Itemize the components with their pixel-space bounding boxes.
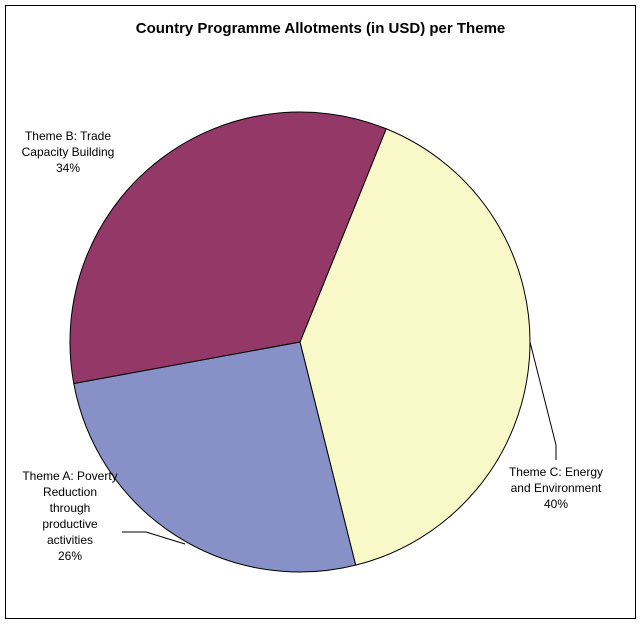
chart-title: Country Programme Allotments (in USD) pe…	[135, 20, 506, 37]
pie-slice-theme-b	[69, 111, 387, 385]
slice-label-theme-a: Theme A: Poverty Reduction through producti…	[22, 469, 117, 563]
slice-label-theme-c-leader	[529, 341, 557, 460]
pie-slice-theme-c	[299, 128, 531, 566]
slice-label-theme-c: Theme C: Energy and Environment 40%	[509, 465, 603, 511]
slice-label-theme-a-leader	[122, 531, 186, 545]
pie-slice-theme-a	[73, 341, 357, 573]
slice-label-theme-b: Theme B: Trade Capacity Building 34%	[22, 129, 115, 175]
